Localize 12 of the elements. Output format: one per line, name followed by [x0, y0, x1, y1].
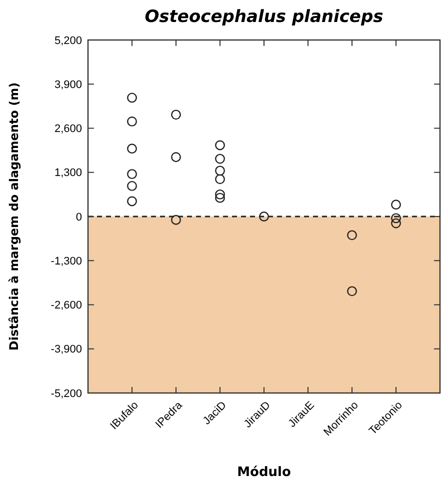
y-tick-label: 5,200	[54, 34, 82, 47]
y-tick-label: 3,900	[54, 78, 82, 91]
y-axis-title: Distância à margem do alagamento (m)	[7, 82, 21, 351]
y-tick-label: -3,900	[50, 344, 82, 356]
y-tick-label: -1,300	[50, 255, 82, 268]
y-tick-label: -2,600	[50, 300, 82, 312]
y-tick-label: 1,300	[54, 167, 82, 180]
y-tick-label: 0	[76, 211, 82, 224]
chart-title: Osteocephalus planiceps	[144, 7, 384, 27]
y-tick-label: 2,600	[54, 123, 82, 136]
y-tick-label: -5,200	[50, 388, 82, 400]
x-axis-title: Módulo	[237, 465, 291, 480]
